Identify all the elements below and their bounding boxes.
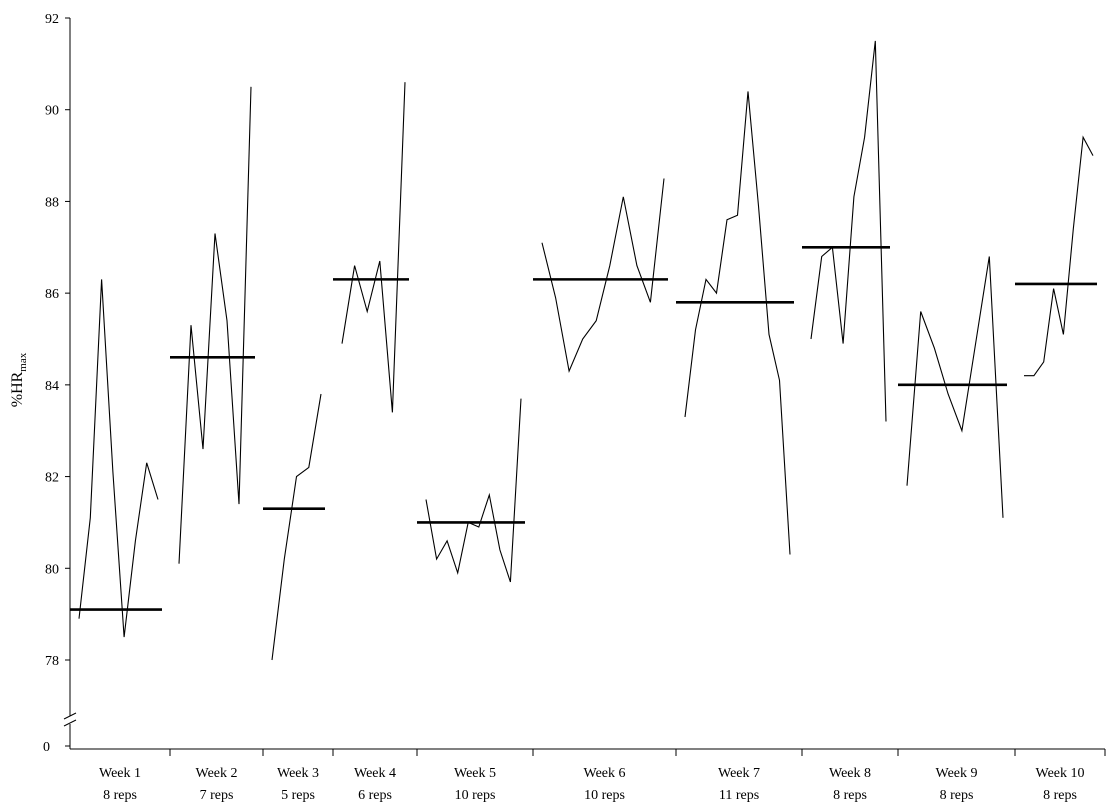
- reps-label: 8 reps: [940, 788, 974, 803]
- reps-label: 10 reps: [455, 788, 496, 803]
- y-axis-label-subscript: max: [17, 352, 29, 371]
- reps-label: 8 reps: [103, 788, 137, 803]
- reps-label: 5 reps: [281, 788, 315, 803]
- reps-label: 8 reps: [833, 788, 867, 803]
- week-3-series-line: [271, 393, 322, 661]
- reps-label: 8 reps: [1043, 788, 1077, 803]
- y-tick-label: 84: [45, 379, 59, 394]
- y-axis-label-main: %HR: [9, 371, 26, 407]
- y-tick-label: 82: [45, 471, 59, 486]
- week-8-series-line: [810, 40, 887, 422]
- week-label: Week 1: [99, 766, 141, 781]
- week-label: Week 6: [583, 766, 625, 781]
- week-label: Week 2: [195, 766, 237, 781]
- y-tick-label: 92: [45, 12, 59, 27]
- week-label: Week 8: [829, 766, 871, 781]
- week-9-series-line: [906, 256, 1004, 518]
- axis-break-mark-2: [63, 719, 77, 727]
- y-tick-label: 86: [45, 287, 59, 302]
- week-label: Week 9: [935, 766, 977, 781]
- reps-label: 10 reps: [584, 788, 625, 803]
- week-label: Week 5: [454, 766, 496, 781]
- y-tick-label: 88: [45, 195, 59, 210]
- week-5-series-line: [425, 398, 522, 583]
- x-axis: Week 1 8 reps Week 2 7 reps Week 3 5 reps Week…: [70, 748, 1106, 803]
- means-group: [70, 245, 1097, 611]
- week-1-series-line: [78, 279, 159, 638]
- reps-label: 7 reps: [200, 788, 234, 803]
- week-10-series-line: [1024, 135, 1094, 377]
- week-4-series-line: [341, 82, 406, 413]
- axis-break-mark-1: [63, 712, 77, 720]
- reps-label: 11 reps: [719, 788, 759, 803]
- reps-label: 6 reps: [358, 788, 392, 803]
- week-7-series-line: [684, 91, 791, 555]
- y-axis: 78 80 82 84 86 88 90 92 0: [43, 12, 77, 755]
- y-tick-label: 80: [45, 562, 59, 577]
- week-label: Week 4: [354, 766, 396, 781]
- week-label: Week 7: [718, 766, 760, 781]
- week-2-series-line: [178, 86, 252, 564]
- week-label: Week 10: [1035, 766, 1084, 781]
- week-label: Week 3: [277, 766, 319, 781]
- y-axis-label: %HRmax: [9, 352, 29, 407]
- y-tick-label-zero: 0: [43, 740, 50, 755]
- y-tick-label: 78: [45, 654, 59, 669]
- series-group: [78, 40, 1094, 661]
- week-6-series-line: [541, 178, 665, 374]
- y-tick-label: 90: [45, 104, 59, 119]
